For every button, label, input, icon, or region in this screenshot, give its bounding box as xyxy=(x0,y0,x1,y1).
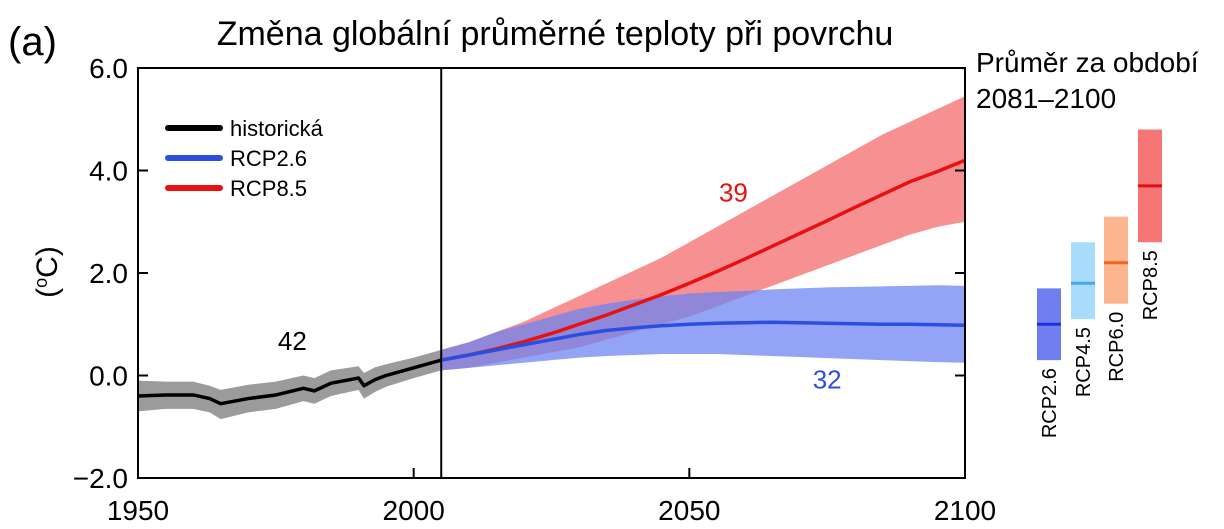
y-axis-label-unit: C) xyxy=(31,246,64,278)
side-bar-label-RCP6.0: RCP6.0 xyxy=(1106,312,1128,382)
series-lines xyxy=(137,158,966,406)
annotation-label: 39 xyxy=(719,177,748,207)
y-axis-label: (oC) xyxy=(31,246,64,298)
x-tick-label: 1950 xyxy=(107,495,169,526)
line-rcp85 xyxy=(440,158,966,362)
annotation-label: 32 xyxy=(813,364,842,394)
side-bar-label-RCP2.6: RCP2.6 xyxy=(1039,368,1061,438)
side-bar-RCP4.5 xyxy=(1071,242,1095,320)
side-panel-title-line2: 2081–2100 xyxy=(976,83,1116,114)
x-tick-label: 2050 xyxy=(658,495,720,526)
y-axis-ticks: −2.0 0.0 2.0 4.0 6.0 xyxy=(73,53,965,494)
side-panel-title-line1: Průměr za období xyxy=(976,47,1199,78)
line-historical xyxy=(137,358,442,406)
side-bar-label-RCP8.5: RCP8.5 xyxy=(1140,250,1162,320)
y-tick-label: −2.0 xyxy=(73,463,128,494)
side-bar-label-RCP4.5: RCP4.5 xyxy=(1073,327,1095,397)
annotations: 42 39 32 xyxy=(278,177,842,394)
y-tick-label: 2.0 xyxy=(89,258,128,289)
legend-label-rcp85: RCP8.5 xyxy=(230,176,307,201)
y-tick-label: 0.0 xyxy=(89,361,128,392)
y-tick-label: 4.0 xyxy=(89,156,128,187)
plot-area: −2.0 0.0 2.0 4.0 6.0 1950 2000 2050 2100 42 39 32 xyxy=(73,53,996,526)
line-rcp26 xyxy=(440,320,966,362)
legend-label-rcp26: RCP2.6 xyxy=(230,146,307,171)
chart-title: Změna globální průměrné teploty při povr… xyxy=(217,15,894,53)
annotation-label: 42 xyxy=(278,326,307,356)
y-axis-label-sup: o xyxy=(31,278,51,288)
x-tick-label: 2100 xyxy=(934,495,996,526)
x-tick-label: 2000 xyxy=(383,495,445,526)
y-tick-label: 6.0 xyxy=(89,53,128,84)
x-axis-ticks: 1950 2000 2050 2100 xyxy=(107,468,996,526)
y-axis-label-base: ( xyxy=(31,288,64,298)
band-historical xyxy=(138,349,442,420)
side-panel-bars: RCP2.6 RCP4.5 RCP6.0 RCP8.5 xyxy=(1037,129,1162,438)
legend: historická RCP2.6 RCP8.5 xyxy=(165,116,324,201)
band-rcp26 xyxy=(441,285,965,371)
legend-label-historical: historická xyxy=(230,116,324,141)
band-rcp85 xyxy=(441,96,965,371)
panel-label: (a) xyxy=(8,20,57,64)
side-bar-RCP6.0 xyxy=(1104,216,1128,304)
